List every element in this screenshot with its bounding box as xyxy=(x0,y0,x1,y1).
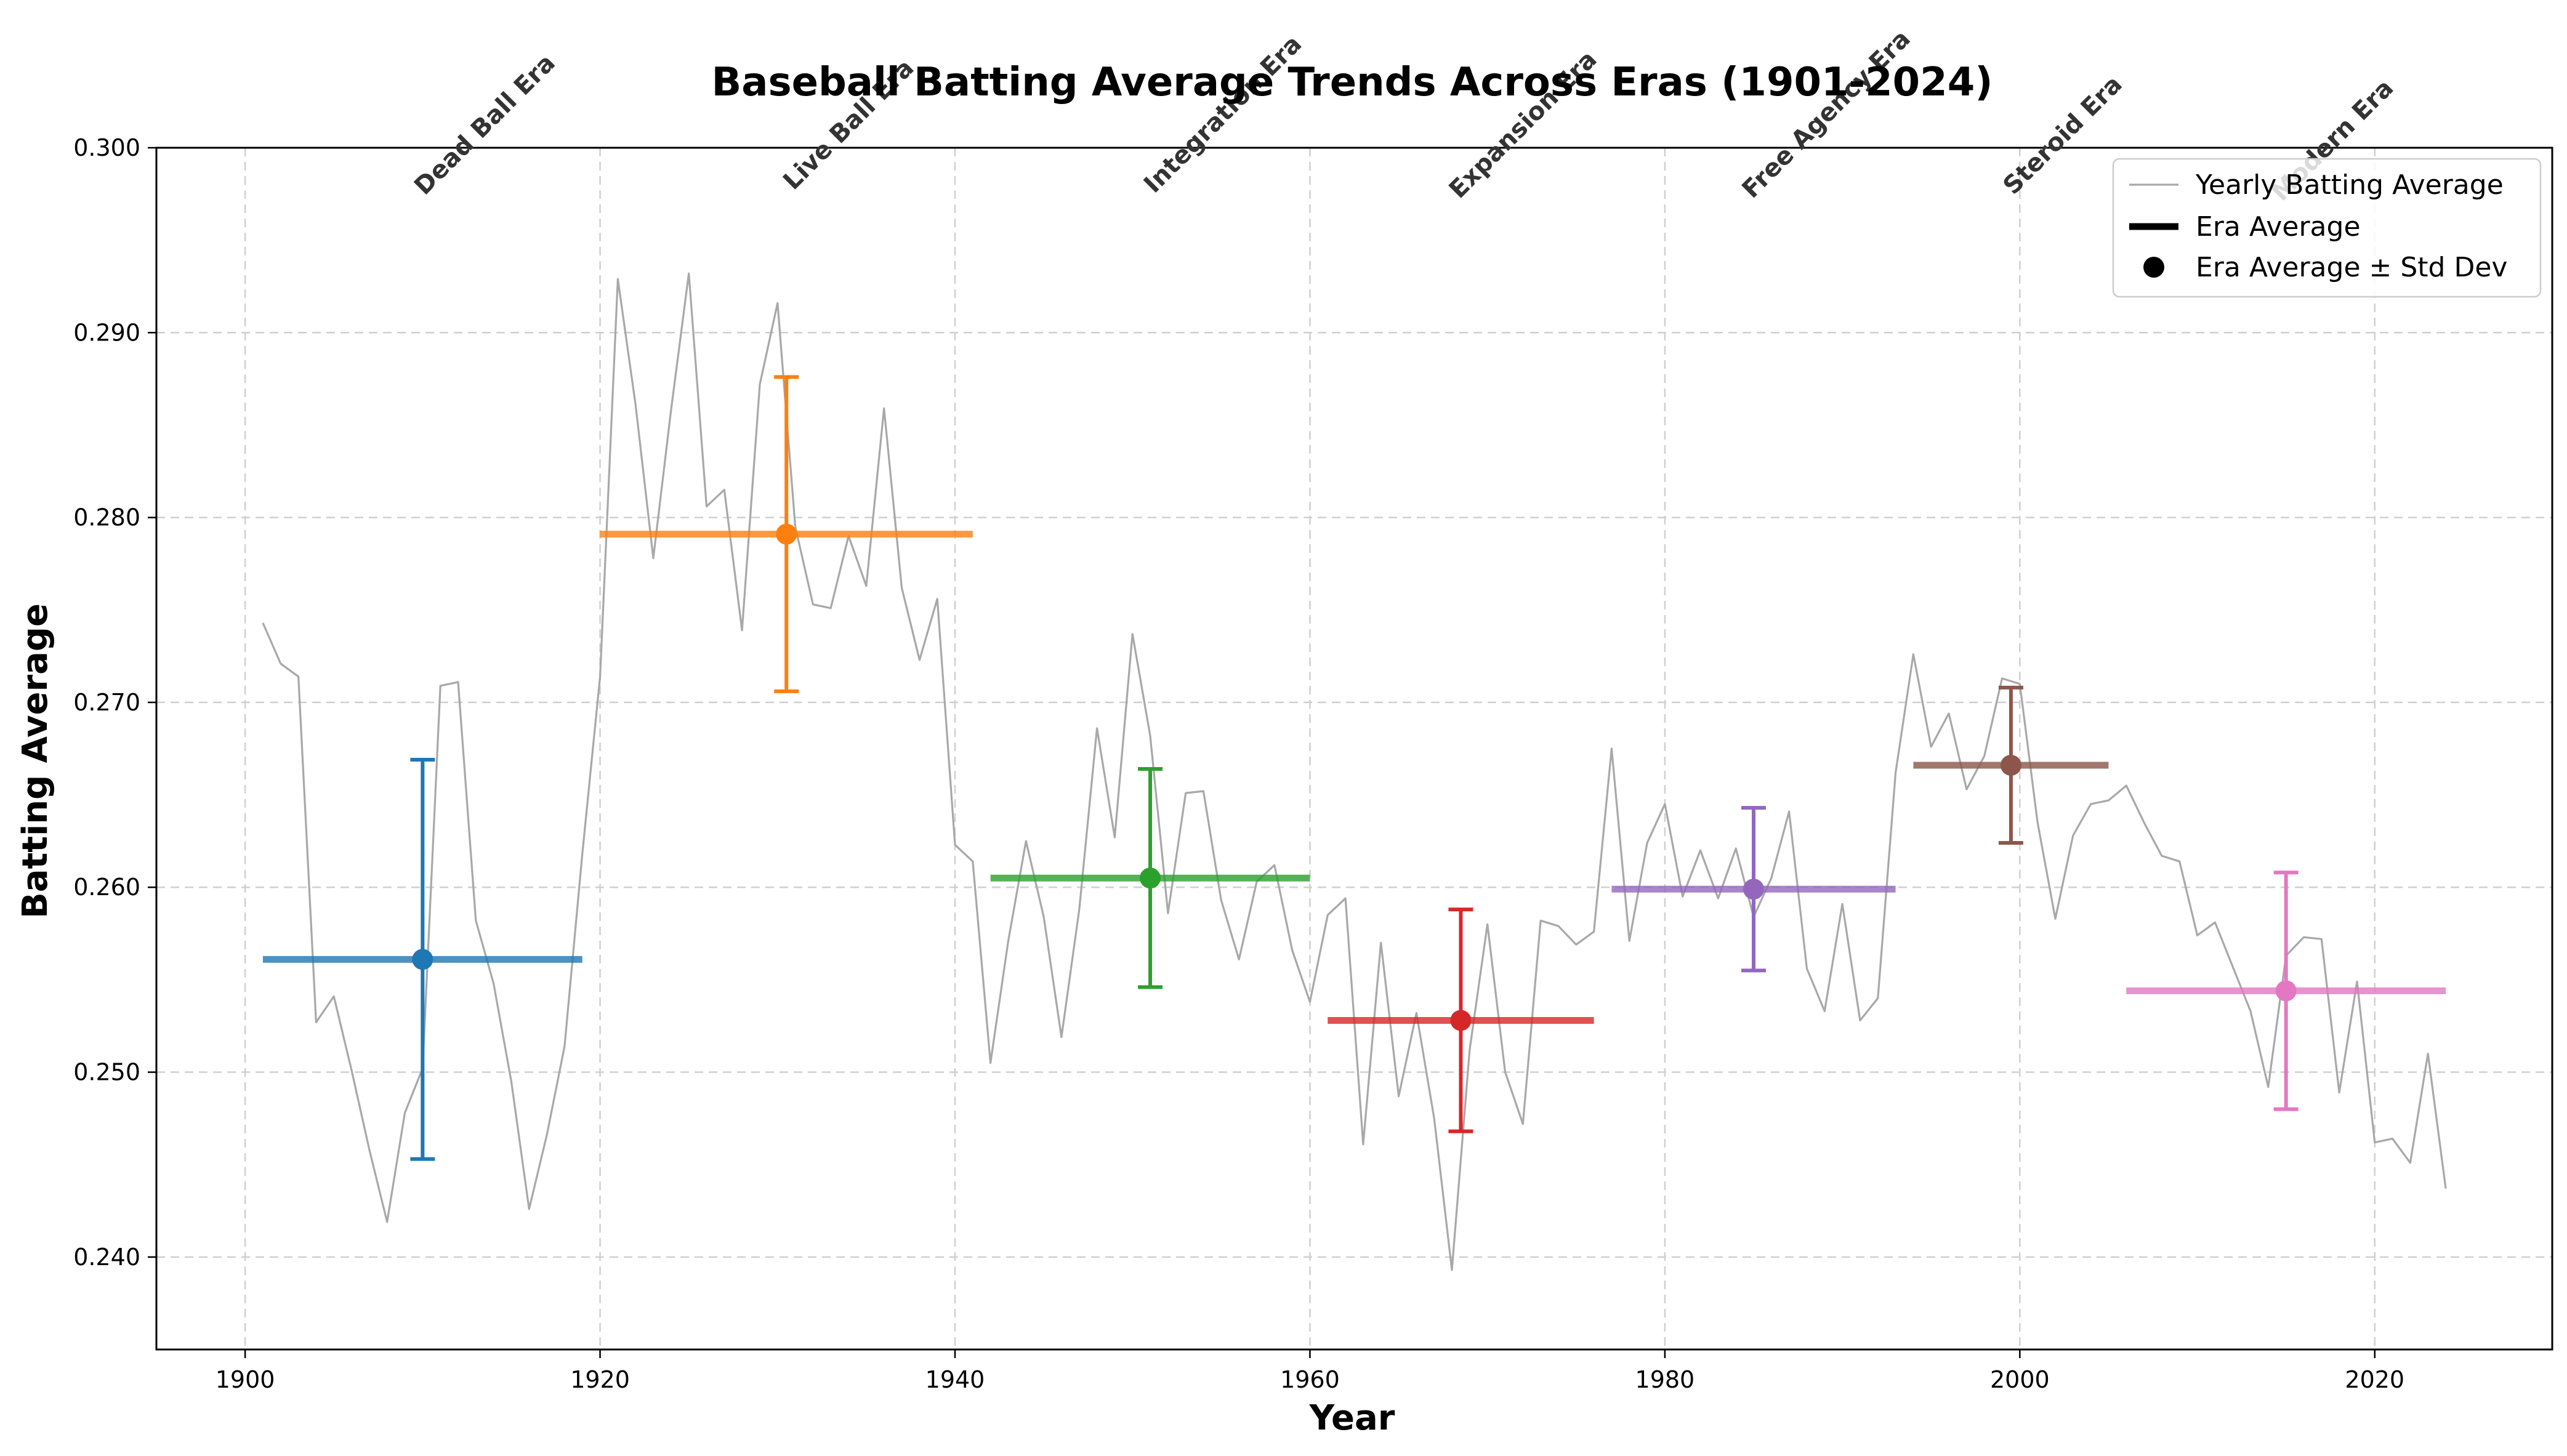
era-group xyxy=(2126,871,2446,1111)
era-average-point xyxy=(1140,867,1161,889)
era-label: Integration Era xyxy=(1138,30,1307,198)
x-tick-label: 1940 xyxy=(925,1366,985,1393)
y-tick-label: 0.250 xyxy=(73,1059,140,1086)
y-tick-label: 0.240 xyxy=(73,1244,140,1271)
era-group xyxy=(1611,806,1896,973)
x-tick-label: 1960 xyxy=(1280,1366,1340,1393)
y-tick-label: 0.270 xyxy=(73,689,140,716)
grid xyxy=(156,147,2552,1349)
era-group xyxy=(600,375,973,693)
era-average-point xyxy=(1743,879,1764,900)
era-group xyxy=(1328,907,1594,1133)
era-label: Free Agency Era xyxy=(1737,25,1916,204)
era-markers xyxy=(262,375,2446,1161)
era-average-point xyxy=(1450,1010,1472,1031)
legend: Yearly Batting Average Era Average Era Ave… xyxy=(2112,158,2542,298)
era-labels: Dead Ball Era Live Ball Era Integration Er… xyxy=(409,25,2399,207)
legend-label: Yearly Batting Average xyxy=(2195,169,2504,201)
yearly-average-line xyxy=(262,272,2447,1271)
y-tick-label: 0.260 xyxy=(73,874,140,901)
plot-frame xyxy=(155,147,2553,1351)
chart-title: Baseball Batting Average Trends Across E… xyxy=(712,60,1993,105)
yearly-series xyxy=(262,272,2447,1271)
y-tick-label: 0.300 xyxy=(73,134,140,161)
legend-label: Era Average xyxy=(2196,211,2361,243)
legend-box xyxy=(2112,158,2542,298)
axes: 1900 1920 1940 1960 1980 2000 2020 0.240 0.250 0.… xyxy=(73,134,2553,1393)
era-average-point xyxy=(2000,755,2021,776)
era-group xyxy=(1913,685,2109,845)
y-tick-label: 0.280 xyxy=(73,504,140,531)
x-tick-label: 1980 xyxy=(1635,1366,1695,1393)
era-average-point xyxy=(776,523,797,545)
y-tick-label: 0.290 xyxy=(73,319,140,346)
x-axis-title: Year xyxy=(1309,1398,1395,1438)
x-tick-label: 1920 xyxy=(570,1366,630,1393)
x-tick-label: 2000 xyxy=(1990,1366,2050,1393)
x-tick-label: 2020 xyxy=(2345,1366,2404,1393)
era-average-point xyxy=(2275,980,2297,1002)
era-average-point xyxy=(412,949,433,970)
legend-swatch-era-std xyxy=(2143,257,2164,278)
era-group xyxy=(990,767,1310,989)
era-label: Steroid Era xyxy=(1998,70,2128,200)
era-label: Dead Ball Era xyxy=(409,49,561,201)
era-group xyxy=(262,758,582,1161)
legend-label: Era Average ± Std Dev xyxy=(2196,252,2507,283)
y-axis-title: Batting Average xyxy=(15,603,55,919)
x-tick-label: 1900 xyxy=(216,1366,275,1393)
